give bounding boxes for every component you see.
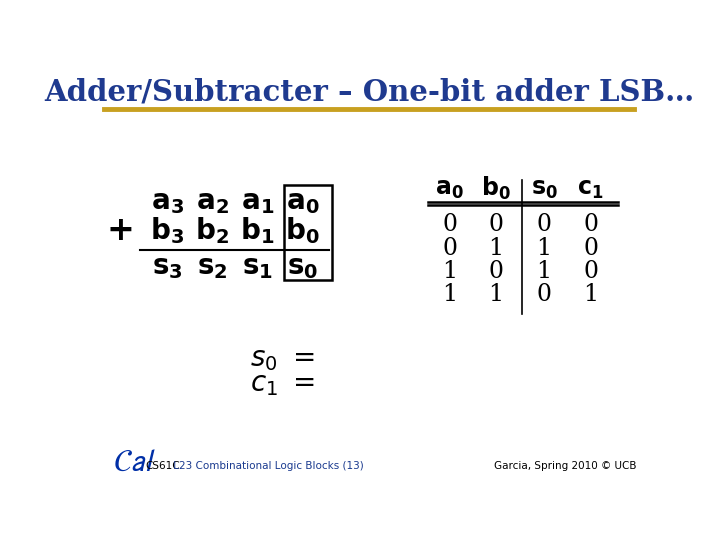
Text: $\mathbf{b_2}$: $\mathbf{b_2}$: [195, 215, 230, 246]
Text: 0: 0: [536, 213, 552, 237]
Text: $\mathbf{c_1}$: $\mathbf{c_1}$: [577, 177, 604, 201]
Text: CS61C: CS61C: [145, 461, 181, 471]
Bar: [284, 185, 332, 280]
Text: $\mathbf{s_3}$: $\mathbf{s_3}$: [152, 253, 183, 281]
Text: $\mathbf{b_1}$: $\mathbf{b_1}$: [240, 215, 274, 246]
Text: 1: 1: [583, 283, 598, 306]
Text: Adder/Subtracter – One-bit adder LSB…: Adder/Subtracter – One-bit adder LSB…: [44, 77, 694, 106]
Text: 0: 0: [536, 283, 552, 306]
Text: $\mathbf{b_0}$: $\mathbf{b_0}$: [285, 215, 320, 246]
Text: 0: 0: [583, 213, 598, 237]
Text: 0: 0: [583, 260, 598, 282]
Text: $\mathbf{a_2}$: $\mathbf{a_2}$: [196, 188, 229, 216]
Text: Garcia, Spring 2010 © UCB: Garcia, Spring 2010 © UCB: [494, 461, 636, 471]
Text: 0: 0: [583, 237, 598, 260]
Text: 1: 1: [536, 260, 552, 282]
Text: $\mathcal{Cal}$: $\mathcal{Cal}$: [113, 448, 156, 477]
Text: 1: 1: [442, 260, 457, 282]
Text: $\mathbf{s_0}$: $\mathbf{s_0}$: [531, 177, 557, 201]
Text: $\mathbf{s_2}$: $\mathbf{s_2}$: [197, 253, 228, 281]
Text: 1: 1: [536, 237, 552, 260]
Text: L23 Combinational Logic Blocks (13): L23 Combinational Logic Blocks (13): [170, 461, 364, 471]
Text: 1: 1: [489, 283, 504, 306]
Text: 1: 1: [489, 237, 504, 260]
Text: $\mathbf{a_1}$: $\mathbf{a_1}$: [240, 188, 274, 216]
Text: $\mathbf{b_0}$: $\mathbf{b_0}$: [481, 175, 511, 202]
Text: $\mathbf{+}$: $\mathbf{+}$: [107, 214, 132, 247]
Text: $\mathbf{a_0}$: $\mathbf{a_0}$: [435, 177, 464, 201]
Text: 0: 0: [489, 213, 503, 237]
Text: $c_1 \ =$: $c_1 \ =$: [250, 369, 315, 397]
Text: $\mathbf{s_0}$: $\mathbf{s_0}$: [287, 253, 318, 281]
Text: $\mathbf{s_1}$: $\mathbf{s_1}$: [242, 253, 273, 281]
Text: $\mathbf{a_0}$: $\mathbf{a_0}$: [286, 188, 319, 216]
Text: 0: 0: [442, 213, 457, 237]
Text: 0: 0: [489, 260, 503, 282]
Text: $\mathbf{a_3}$: $\mathbf{a_3}$: [151, 188, 184, 216]
Text: 1: 1: [442, 283, 457, 306]
Text: $\mathbf{b_3}$: $\mathbf{b_3}$: [150, 215, 184, 246]
Text: $s_0 \ =$: $s_0 \ =$: [250, 345, 315, 373]
Text: 0: 0: [442, 237, 457, 260]
